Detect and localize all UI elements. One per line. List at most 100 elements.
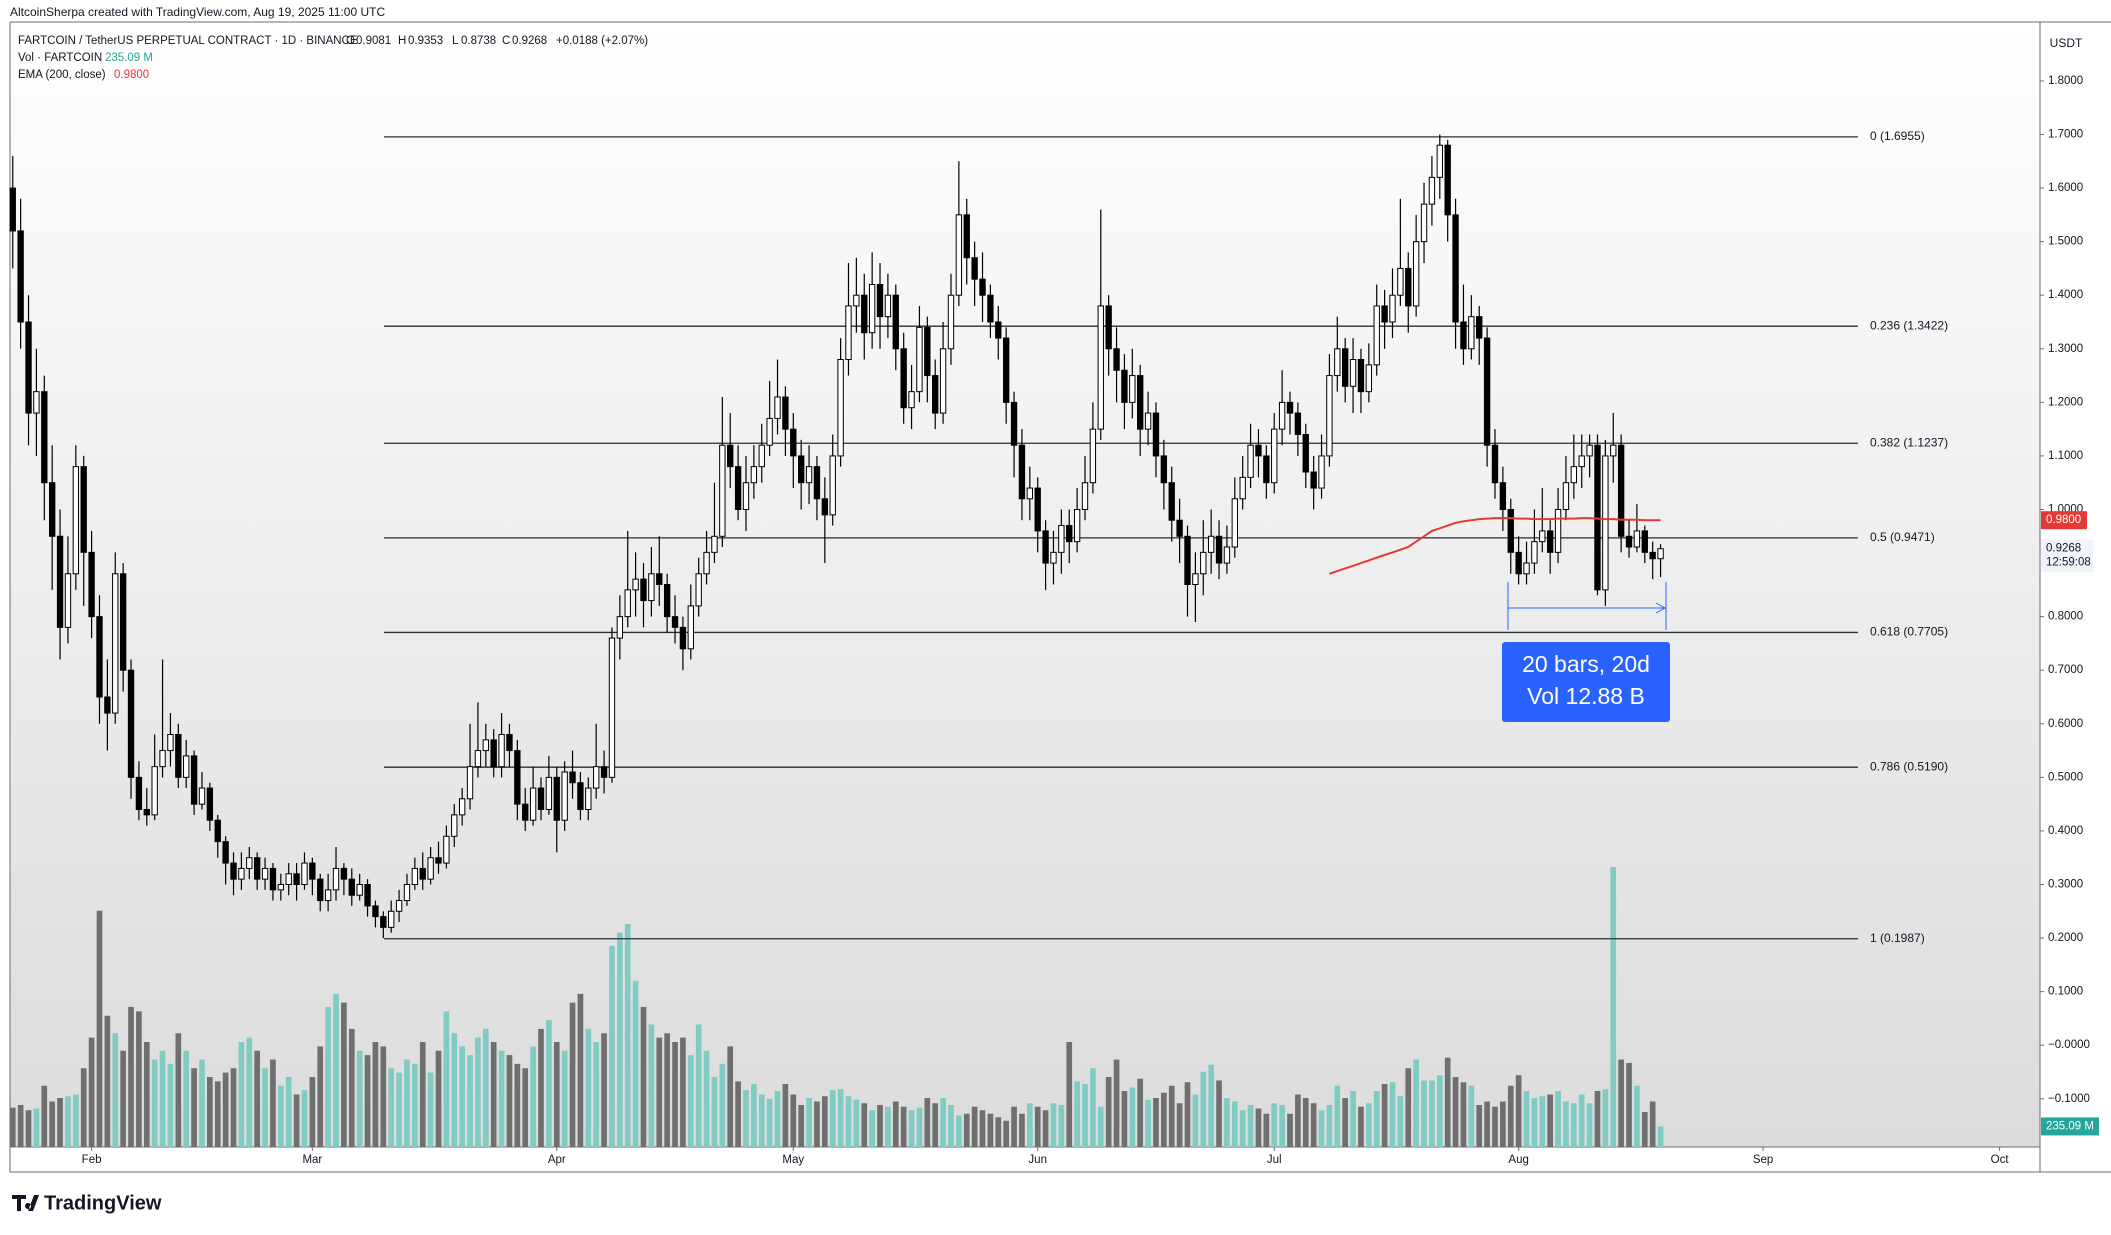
volume-bar [1397, 1096, 1404, 1147]
candle-body [1468, 316, 1475, 350]
candle-body [1050, 551, 1057, 564]
candle-body [482, 739, 489, 752]
volume-bar [1326, 1105, 1333, 1147]
candle-body [1081, 482, 1089, 511]
candle-body [127, 669, 135, 778]
candle-body [876, 284, 884, 318]
candle-body [561, 771, 568, 821]
candle-body [253, 857, 261, 880]
candle-body [285, 873, 292, 885]
candle-body [947, 294, 955, 350]
volume-bar [277, 1085, 284, 1147]
candle-body [813, 466, 821, 500]
candle-body [1239, 476, 1246, 500]
candle-body [845, 305, 852, 360]
candle-body [1349, 359, 1357, 387]
y-tick-label: 0.3000 [2048, 879, 2083, 891]
candle-body [1507, 509, 1514, 553]
volume-bar [514, 1063, 521, 1147]
volume-bar [1168, 1085, 1175, 1147]
volume-bar [758, 1094, 765, 1147]
candle-body [1310, 471, 1317, 489]
volume-bar [1610, 867, 1617, 1147]
volume-bar [892, 1101, 899, 1147]
volume-bar [1247, 1105, 1254, 1147]
candle-body [506, 734, 513, 752]
ema-line [1329, 517, 1661, 575]
candle-body [451, 814, 458, 837]
volume-bar [648, 1024, 655, 1147]
candle-body [324, 889, 332, 902]
volume-bar [687, 1055, 694, 1147]
volume-bar [703, 1050, 710, 1147]
candle-body [1247, 444, 1254, 478]
candle-body [427, 857, 434, 880]
y-tick-label: 1.5000 [2048, 236, 2083, 248]
candle-body [742, 482, 750, 511]
y-tick-label: 1.8000 [2048, 75, 2083, 87]
volume-bar [167, 1063, 174, 1147]
fib-label: 0.786 (0.5190) [1870, 759, 1948, 773]
candle-body [1294, 412, 1302, 436]
candle-body [1641, 530, 1648, 553]
logo: TradingView [12, 1192, 162, 1214]
candle-body [104, 696, 111, 714]
volume-bar [577, 993, 584, 1147]
candle-body [861, 294, 868, 334]
y-tick-label: 1.6000 [2048, 182, 2083, 194]
volume-bar [1389, 1082, 1396, 1147]
volume-bar [1121, 1091, 1128, 1147]
y-tick-label: 1.2000 [2048, 396, 2083, 408]
volume-bar [561, 1050, 568, 1147]
candle-body [1515, 551, 1522, 575]
volume-bar [451, 1033, 458, 1147]
candle-body [214, 819, 221, 843]
volume-bar [1090, 1068, 1096, 1147]
candle-body [1073, 509, 1081, 543]
volume-bar [1161, 1092, 1167, 1147]
candle-body [411, 867, 419, 886]
volume-bar [806, 1098, 812, 1147]
ohlc-key: L [452, 35, 459, 47]
volume-bar [932, 1103, 939, 1147]
volume-bar [1192, 1094, 1199, 1147]
volume-bar [640, 1007, 647, 1147]
volume-bar [861, 1103, 868, 1147]
candle-body [703, 551, 710, 575]
volume-bar [506, 1055, 513, 1147]
candle-body [1113, 348, 1120, 371]
volume-bar [1034, 1106, 1041, 1147]
candle-body [1586, 444, 1593, 457]
volume-bar [1500, 1101, 1506, 1147]
volume-bar [309, 1077, 316, 1147]
candle-body [261, 867, 269, 880]
volume-bar [845, 1096, 852, 1147]
candle-body [388, 910, 395, 928]
volume-bar [1058, 1105, 1065, 1147]
candle-body [466, 766, 474, 800]
volume-bar [57, 1098, 63, 1147]
volume-bar [1468, 1085, 1475, 1147]
volume-bar [1342, 1098, 1349, 1147]
candle-body [48, 482, 56, 537]
volume-bar [1405, 1068, 1412, 1147]
volume-bar [1200, 1071, 1207, 1147]
candle-body [821, 498, 829, 516]
candle-body [1105, 305, 1112, 350]
volume-bar [853, 1099, 860, 1147]
volume-bar [727, 1046, 734, 1147]
candle-body [632, 578, 639, 591]
candle-body [317, 878, 324, 902]
volume-bar [1019, 1113, 1025, 1147]
candle-body [939, 348, 947, 414]
candle-body [340, 867, 348, 880]
volume-legend-value: 235.09 M [105, 52, 153, 64]
volume-bar [151, 1059, 158, 1147]
volume-bar [1287, 1113, 1293, 1147]
x-tick-label: May [782, 1154, 804, 1166]
volume-bar [270, 1059, 276, 1147]
candle-body [1389, 294, 1396, 323]
volume-bar [112, 1033, 119, 1147]
volume-bar [885, 1106, 891, 1147]
candle-body [640, 578, 647, 602]
